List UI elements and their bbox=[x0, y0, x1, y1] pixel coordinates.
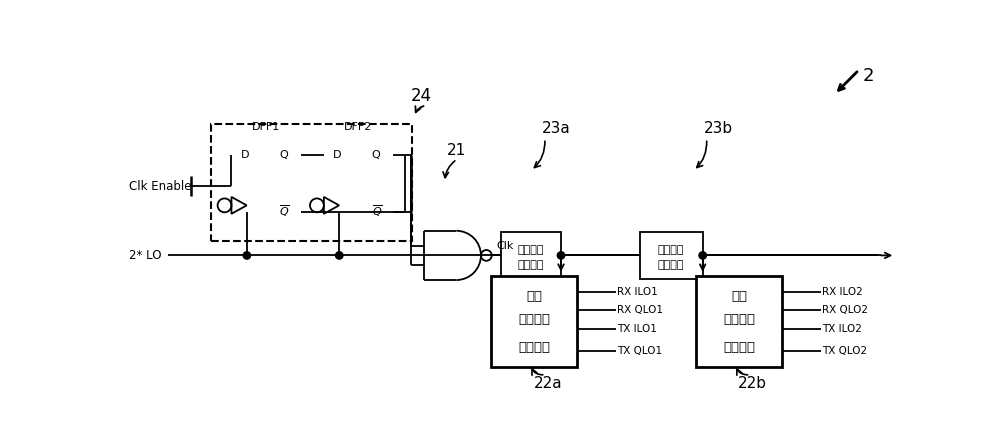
Circle shape bbox=[243, 252, 251, 259]
Text: 23a: 23a bbox=[542, 121, 571, 136]
Text: TX ILO1: TX ILO1 bbox=[617, 324, 657, 334]
Text: Q: Q bbox=[279, 150, 288, 160]
Bar bbox=[696, 276, 782, 367]
Bar bbox=[211, 124, 412, 241]
Text: 2* LO: 2* LO bbox=[129, 249, 162, 262]
Text: Clk Enable: Clk Enable bbox=[129, 180, 192, 193]
Text: Q: Q bbox=[372, 150, 380, 160]
Text: 自复位正: 自复位正 bbox=[518, 313, 550, 326]
Text: TX QLO2: TX QLO2 bbox=[822, 346, 867, 356]
Text: 自复位正: 自复位正 bbox=[723, 313, 755, 326]
Circle shape bbox=[336, 252, 343, 259]
Bar bbox=[491, 276, 577, 367]
Text: TX ILO2: TX ILO2 bbox=[822, 324, 862, 334]
Text: 交分频器: 交分频器 bbox=[518, 341, 550, 354]
Text: 第一片上: 第一片上 bbox=[518, 245, 544, 255]
Bar bbox=[501, 232, 561, 279]
Text: DFF1: DFF1 bbox=[252, 122, 280, 132]
Text: D: D bbox=[333, 150, 342, 160]
Text: TX QLO1: TX QLO1 bbox=[617, 346, 662, 356]
Circle shape bbox=[557, 252, 565, 259]
Text: 第二: 第二 bbox=[731, 290, 747, 303]
Text: 路由通路: 路由通路 bbox=[518, 260, 544, 270]
Circle shape bbox=[699, 252, 706, 259]
Text: 21: 21 bbox=[447, 143, 466, 158]
Text: 第一: 第一 bbox=[526, 290, 542, 303]
Text: RX QLO2: RX QLO2 bbox=[822, 305, 868, 315]
Text: RX QLO1: RX QLO1 bbox=[617, 305, 663, 315]
Text: 路由通路: 路由通路 bbox=[658, 260, 684, 270]
Bar bbox=[324, 136, 393, 229]
Text: $\overline{Q}$: $\overline{Q}$ bbox=[372, 204, 382, 219]
Text: Clk: Clk bbox=[496, 241, 514, 251]
Text: 22b: 22b bbox=[738, 376, 767, 391]
Text: DFF2: DFF2 bbox=[344, 122, 373, 132]
Text: 第二片上: 第二片上 bbox=[658, 245, 684, 255]
Text: D: D bbox=[241, 150, 249, 160]
Text: 23b: 23b bbox=[703, 121, 733, 136]
Text: 22a: 22a bbox=[534, 376, 562, 391]
Text: 24: 24 bbox=[411, 87, 432, 105]
Text: RX ILO2: RX ILO2 bbox=[822, 287, 863, 297]
Bar bbox=[640, 232, 703, 279]
Text: $\overline{Q}$: $\overline{Q}$ bbox=[279, 204, 290, 219]
Text: RX ILO1: RX ILO1 bbox=[617, 287, 658, 297]
Text: 交分频器: 交分频器 bbox=[723, 341, 755, 354]
Bar bbox=[231, 136, 301, 229]
Text: 2: 2 bbox=[863, 67, 874, 85]
